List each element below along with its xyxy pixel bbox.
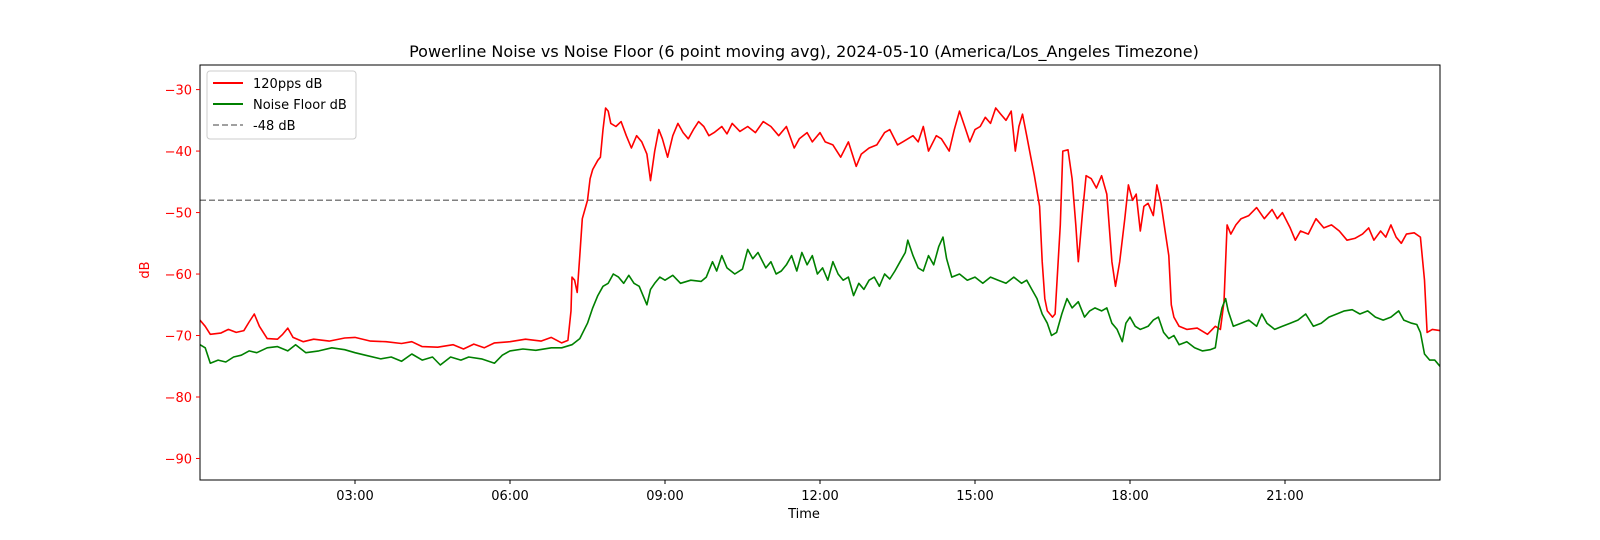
series-line-noise-floor (200, 236, 1440, 367)
y-tick-label: −90 (165, 452, 192, 467)
y-tick-label: −80 (165, 391, 192, 406)
x-tick-label: 03:00 (336, 489, 373, 504)
y-tick-label: −50 (165, 207, 192, 222)
y-tick-label: −60 (165, 268, 192, 283)
legend-box (206, 70, 357, 140)
series-line-120pps (200, 107, 1440, 350)
x-tick-label: 12:00 (801, 489, 838, 504)
y-tick-label: −30 (165, 84, 192, 99)
x-tick-label: 18:00 (1111, 489, 1148, 504)
x-tick-label: 09:00 (646, 489, 683, 504)
x-tick-label: 15:00 (956, 489, 993, 504)
x-tick-label: 21:00 (1266, 489, 1303, 504)
legend: 120pps dB Noise Floor dB -48 dB (206, 70, 357, 140)
chart-title: Powerline Noise vs Noise Floor (6 point … (409, 42, 1199, 62)
y-axis-label: dB (138, 261, 153, 278)
legend-label-reference: -48 dB (253, 119, 296, 134)
legend-label-noise-floor: Noise Floor dB (253, 98, 347, 113)
y-tick-label: −40 (165, 145, 192, 160)
x-tick-label: 06:00 (491, 489, 528, 504)
y-tick-label: −70 (165, 330, 192, 345)
legend-label-120pps: 120pps dB (253, 77, 322, 92)
x-axis-label: Time (787, 507, 820, 522)
plot-area: 03:00 06:00 09:00 12:00 15:00 18:00 21:00 −90 −8… (165, 64, 1441, 504)
